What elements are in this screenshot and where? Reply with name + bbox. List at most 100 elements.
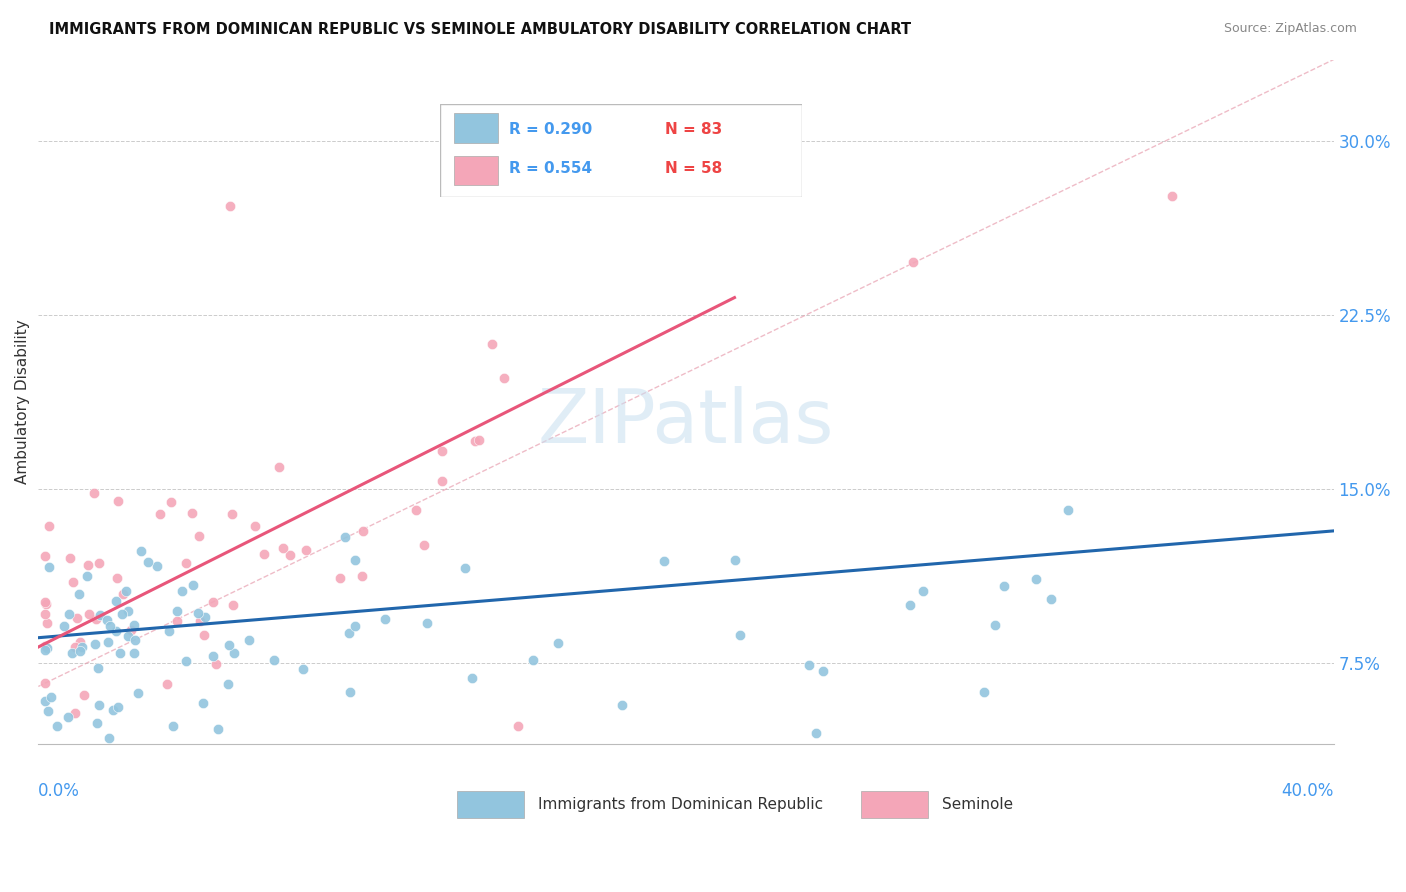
Point (295, 543, 318, 558)
Point (83, 486, 105, 500)
Point (34, 595, 56, 609)
Point (34, 639, 56, 653)
Point (219, 199, 242, 213)
Point (67, 587, 90, 601)
Point (468, 433, 491, 447)
Text: IMMIGRANTS FROM DOMINICAN REPUBLIC VS SEMINOLE AMBULATORY DISABILITY CORRELATION: IMMIGRANTS FROM DOMINICAN REPUBLIC VS SE… (49, 22, 911, 37)
Point (72, 640, 94, 654)
Point (187, 607, 209, 621)
Point (973, 684, 995, 698)
Point (181, 506, 204, 520)
Point (86, 715, 108, 730)
Point (39, 690, 62, 705)
Point (724, 553, 747, 567)
Point (114, 584, 136, 599)
Point (98, 619, 121, 633)
Point (107, 494, 129, 508)
Point (34, 676, 56, 690)
Point (63, 706, 86, 721)
Point (77, 607, 100, 621)
Point (454, 561, 477, 575)
Point (69, 635, 91, 649)
Point (149, 507, 172, 521)
Point (224, 646, 246, 660)
Point (329, 571, 352, 585)
Point (34, 607, 56, 622)
Point (269, 459, 291, 474)
Point (160, 495, 183, 509)
Point (66, 610, 89, 624)
Point (127, 686, 149, 700)
Point (53, 619, 76, 633)
Point (63, 640, 86, 655)
Point (96, 613, 118, 627)
Point (494, 371, 516, 385)
Point (34, 549, 56, 564)
Point (797, 658, 820, 673)
Point (804, 726, 827, 740)
Point (166, 615, 188, 629)
Point (344, 553, 367, 567)
Point (124, 646, 146, 660)
Point (56, 709, 79, 723)
Point (374, 612, 396, 626)
Point (263, 653, 285, 667)
Point (107, 700, 129, 714)
Point (124, 632, 146, 647)
Point (111, 587, 134, 601)
Point (207, 723, 229, 737)
Point (1160, 189, 1182, 203)
Point (76, 568, 98, 582)
Text: ZIPatlas: ZIPatlas (537, 386, 834, 459)
Point (464, 434, 486, 449)
Point (278, 548, 301, 562)
Point (84, 612, 107, 626)
Text: Source: ZipAtlas.com: Source: ZipAtlas.com (1223, 22, 1357, 36)
Point (83, 637, 105, 651)
Point (38, 559, 60, 574)
Point (34, 694, 56, 708)
Point (111, 607, 134, 621)
Text: 0.0%: 0.0% (38, 782, 80, 800)
Point (1025, 572, 1047, 586)
Point (337, 626, 360, 640)
Point (202, 648, 225, 663)
Point (98, 731, 121, 745)
Point (181, 577, 204, 591)
Point (217, 677, 239, 691)
Point (610, 698, 633, 712)
Point (69, 643, 91, 657)
Point (122, 618, 145, 632)
Point (35, 597, 58, 611)
Point (89, 608, 111, 623)
Point (205, 657, 228, 671)
Point (901, 255, 924, 269)
Point (108, 646, 131, 660)
Point (157, 624, 180, 638)
Point (506, 719, 529, 733)
Point (413, 538, 436, 552)
Point (430, 444, 453, 458)
Point (34, 643, 56, 657)
Point (77, 558, 100, 572)
Point (339, 684, 361, 698)
Point (37, 704, 59, 718)
Point (105, 594, 128, 608)
Point (97, 634, 120, 648)
Point (430, 474, 453, 488)
Point (350, 568, 373, 582)
Point (105, 571, 128, 585)
Text: 40.0%: 40.0% (1281, 782, 1333, 800)
Point (73, 688, 96, 702)
Point (221, 507, 243, 521)
Point (187, 528, 209, 542)
Point (728, 628, 751, 642)
Point (481, 337, 503, 351)
Point (117, 629, 139, 643)
Point (117, 604, 139, 618)
Point (138, 555, 160, 569)
Point (652, 554, 675, 568)
Point (271, 541, 294, 556)
Point (191, 696, 214, 710)
Point (291, 662, 314, 676)
